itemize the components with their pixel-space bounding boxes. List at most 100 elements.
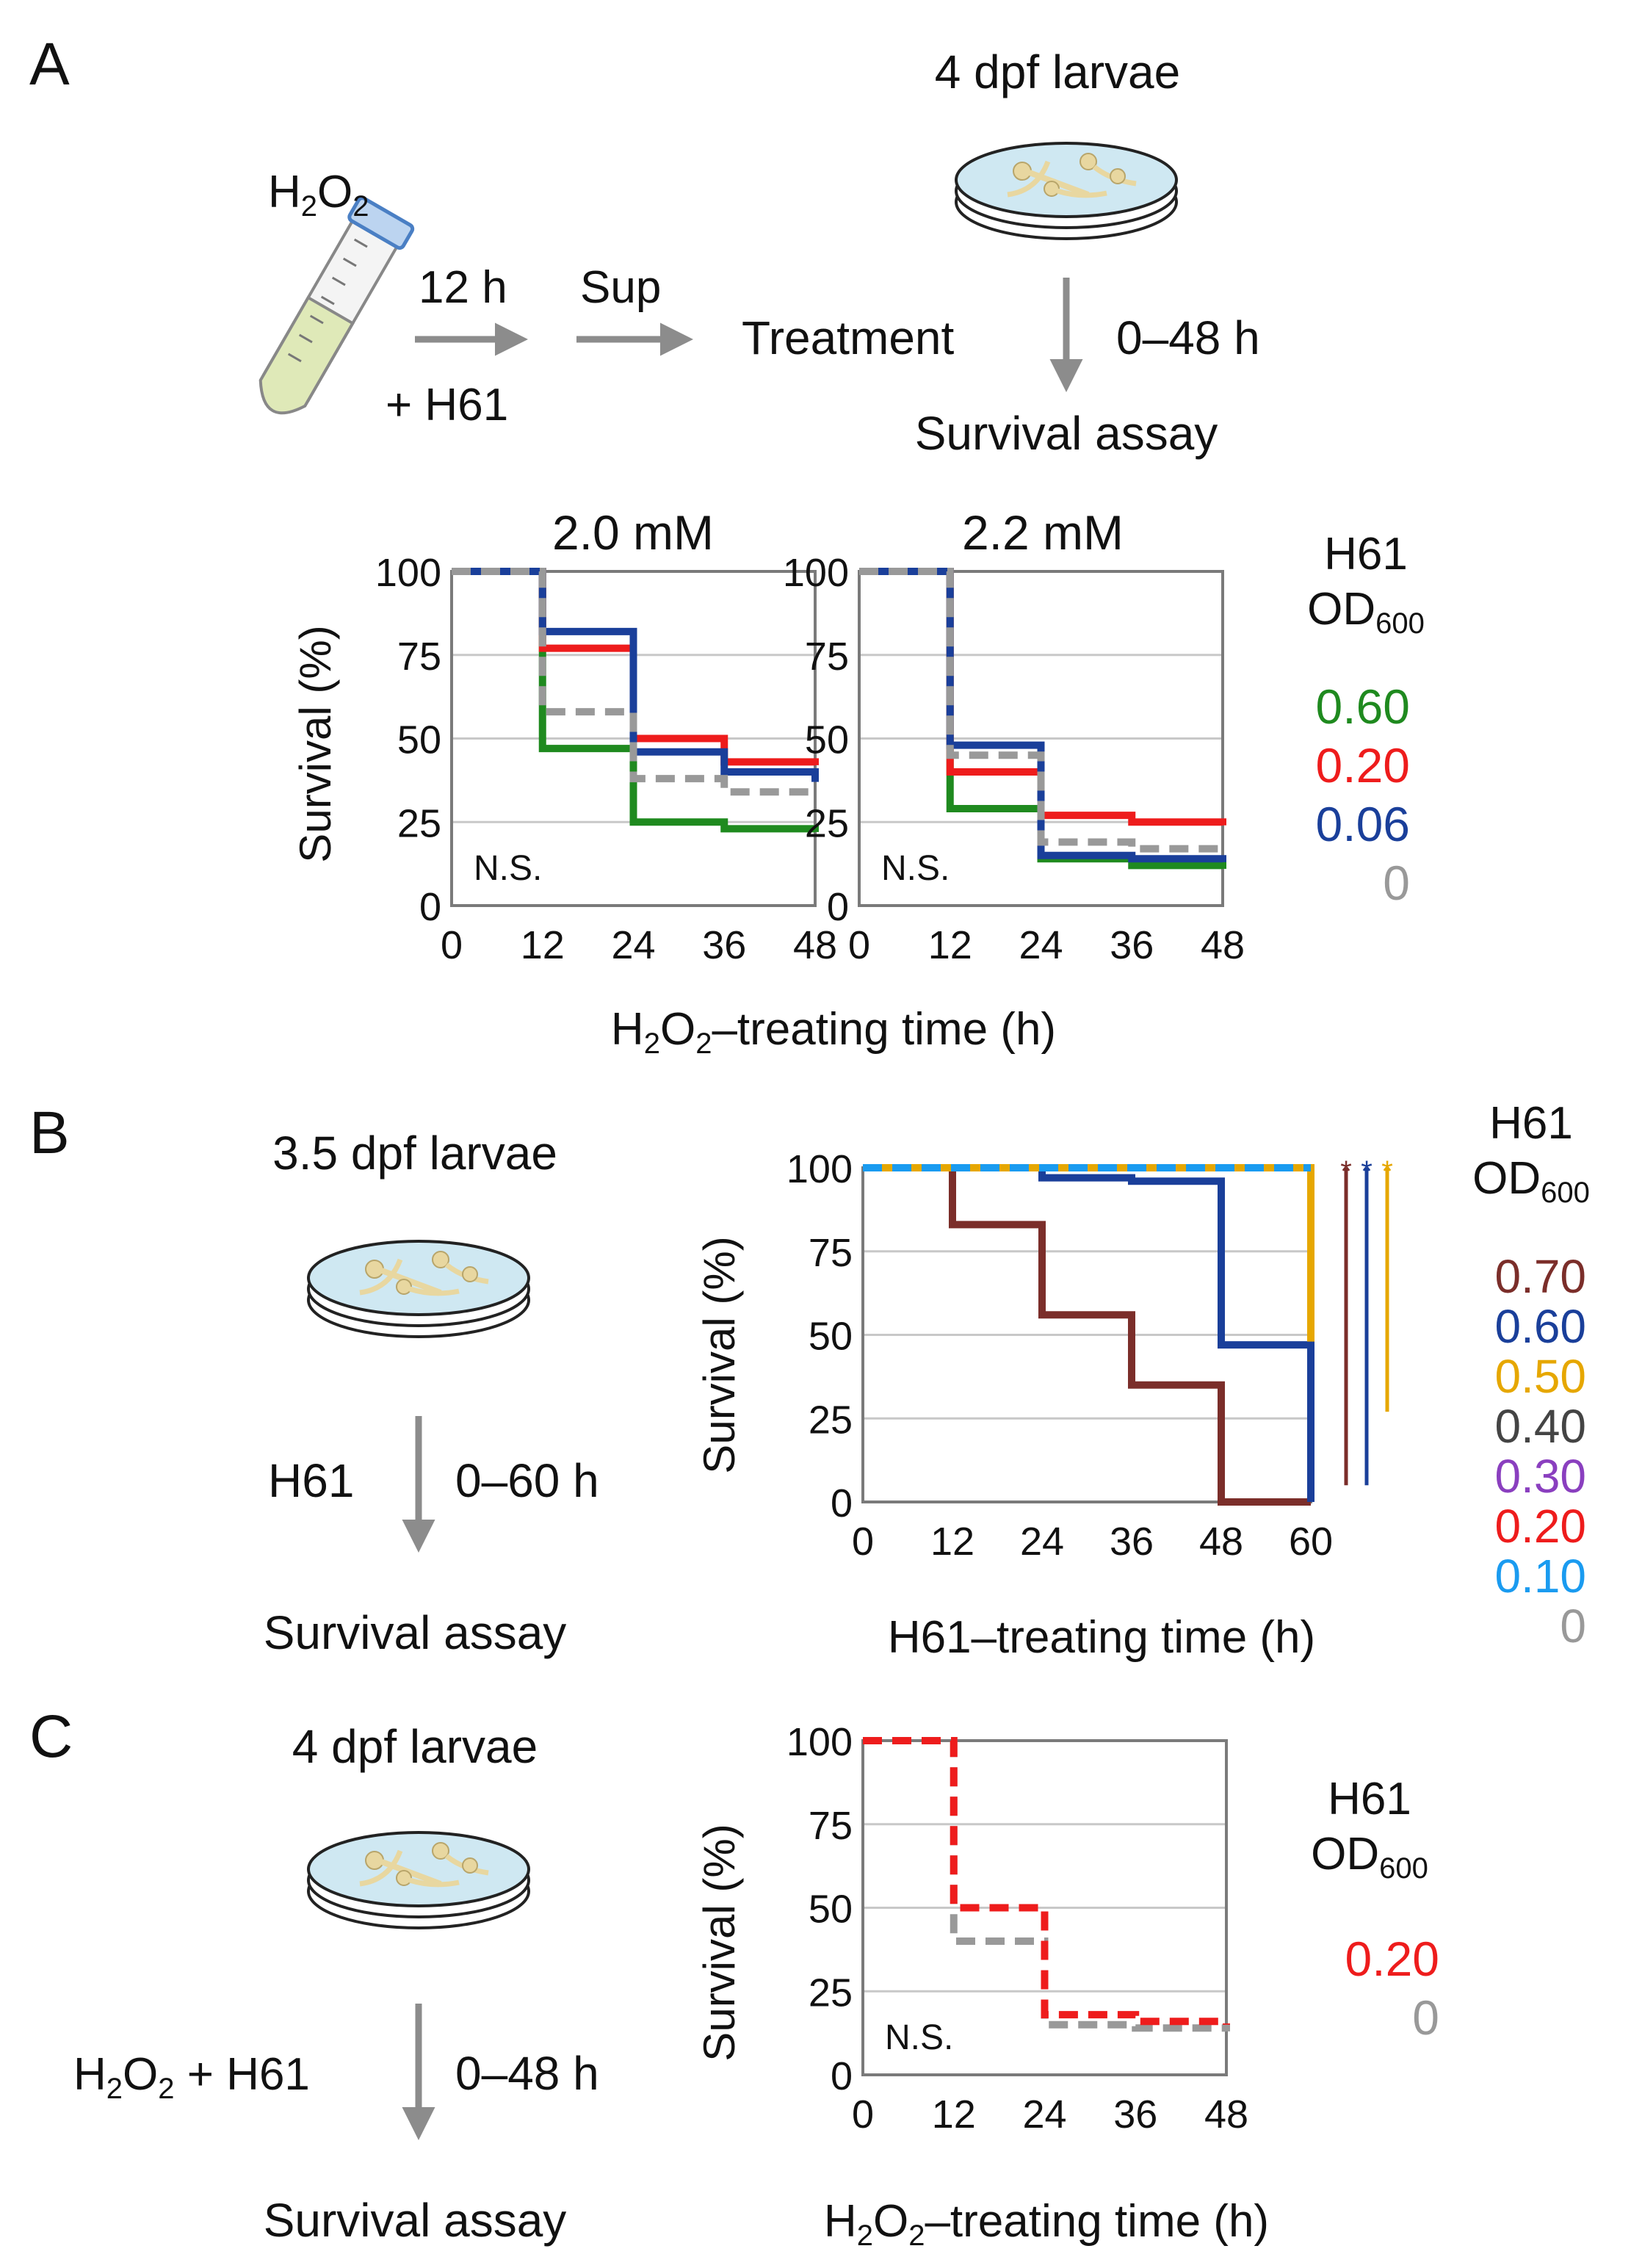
y-tick-label: 0 [419,885,441,929]
y-tick-label: 100 [783,551,849,595]
series-line-0 [452,568,819,796]
y-tick-label: 100 [786,1720,853,1764]
assay-label-b: Survival assay [264,1606,567,1659]
x-tick-label: 60 [1289,1520,1333,1564]
significance-mark: * [1381,1155,1393,1188]
y-tick-label: 50 [805,718,849,762]
x-tick-label: 48 [1201,923,1245,967]
y-tick-label: 25 [809,1971,853,2015]
legend-b-item: 0.50 [1494,1350,1586,1403]
x-tick-label: 12 [928,923,972,967]
x-tick-label: 36 [1110,1520,1154,1564]
legend-b-item: 0.40 [1494,1400,1586,1453]
legend-b: 0.70 0.60 0.50 0.40 0.30 0.20 0.10 0 [1494,1250,1586,1653]
panel-label-a: A [29,31,70,98]
series-line-0-20 [863,1737,1230,2026]
ns-annotation: N.S. [885,2018,953,2057]
y-tick-label: 0 [831,1481,853,1525]
series-line-0-70 [863,1164,1311,1506]
x-tick-label: 0 [848,923,870,967]
x-tick-label: 36 [1110,923,1154,967]
legend-c-item: 0 [1412,1990,1439,2045]
y-tick-label: 75 [397,635,441,679]
chart-a2: 0 25 50 75 100 0 12 24 36 48 2.2 mM N.S. [783,505,1245,967]
y-tick-label: 25 [805,801,849,845]
x-tick-label: 24 [611,923,655,967]
legend-c-item: 0.20 [1345,1932,1439,1986]
y-tick-label: 75 [809,1231,853,1275]
x-tick-label: 48 [1204,2092,1248,2137]
assay-label-c: Survival assay [264,2194,567,2247]
y-tick-label: 50 [809,1315,853,1359]
legend-b-item: 0 [1560,1600,1586,1653]
significance-mark: * [1340,1155,1352,1188]
legend-title-c-2: OD600 [1311,1829,1428,1885]
ns-annotation: N.S. [474,849,542,888]
xlabel-b: H61–treating time (h) [888,1612,1315,1663]
y-tick-label: 0 [831,2054,853,2098]
y-tick-label: 75 [805,635,849,679]
step-time-label: 12 h [419,262,507,313]
plot-frame [858,570,1224,907]
x-tick-label: 48 [793,923,837,967]
x-tick-label: 12 [932,2092,976,2137]
y-tick-label: 75 [809,1804,853,1848]
petri-dish-icon-c [308,1832,529,1928]
series-line-0 [859,568,1226,853]
x-tick-label: 24 [1019,923,1063,967]
legend-b-item: 0.70 [1494,1250,1586,1303]
ylabel-c: Survival (%) [695,1824,744,2061]
ylabel-b: Survival (%) [695,1236,744,1473]
reagent-h2o2: H2O2 [268,167,369,223]
y-tick-label: 25 [397,801,441,845]
assay-label-a: Survival assay [915,407,1218,460]
legend-b-item: 0.60 [1494,1300,1586,1353]
chart-title: 2.0 mM [552,505,714,560]
x-tick-label: 0 [852,2092,874,2137]
x-tick-label: 24 [1020,1520,1064,1564]
panel-label-c: C [29,1703,73,1770]
duration-label-a: 0–48 h [1116,311,1260,364]
significance-mark: * [1361,1155,1373,1188]
x-tick-label: 48 [1199,1520,1243,1564]
legend-a: 0.60 0.20 0.06 0 [1316,679,1410,910]
x-tick-label: 0 [441,923,463,967]
panel-label-b: B [29,1099,70,1166]
y-tick-label: 100 [375,551,441,595]
legend-title-b-2: OD600 [1472,1153,1590,1209]
petri-dish-icon-a [956,143,1176,239]
larvae-label-a: 4 dpf larvae [935,46,1180,98]
duration-label-c: 0–48 h [455,2047,599,2100]
legend-a-item: 0.60 [1316,679,1410,734]
larvae-label-c: 4 dpf larvae [292,1720,538,1773]
treatment-label: Treatment [742,311,955,364]
x-tick-label: 12 [521,923,565,967]
x-tick-label: 36 [1113,2092,1157,2137]
chart-title: 2.2 mM [962,505,1124,560]
legend-title-c-1: H61 [1328,1774,1411,1824]
y-tick-label: 50 [397,718,441,762]
plot-frame [861,1739,1228,2076]
legend-title-a-2: OD600 [1307,584,1425,640]
reagent-label-c: H2O2 + H61 [73,2049,310,2105]
xlabel-c: H2O2–treating time (h) [824,2196,1269,2252]
x-tick-label: 24 [1022,2092,1066,2137]
tube-icon [258,196,415,415]
x-tick-label: 0 [852,1520,874,1564]
legend-a-item: 0 [1383,856,1410,910]
y-tick-label: 100 [786,1147,853,1191]
step-sup-label: Sup [580,262,661,313]
chart-a1: 0 25 50 75 100 0 12 24 36 48 2.0 mM N.S. [375,505,837,967]
legend-c: 0.20 0 [1345,1932,1439,2045]
legend-title-b-1: H61 [1489,1098,1573,1149]
chart-c: 0 25 50 75 100 0 12 24 36 48 N.S. [786,1720,1248,2137]
ns-annotation: N.S. [881,849,950,888]
x-tick-label: 12 [930,1520,974,1564]
x-tick-label: 36 [702,923,746,967]
y-tick-label: 50 [809,1888,853,1932]
petri-dish-icon-b [308,1241,529,1337]
ylabel-a: Survival (%) [291,625,340,862]
legend-a-item: 0.20 [1316,738,1410,792]
